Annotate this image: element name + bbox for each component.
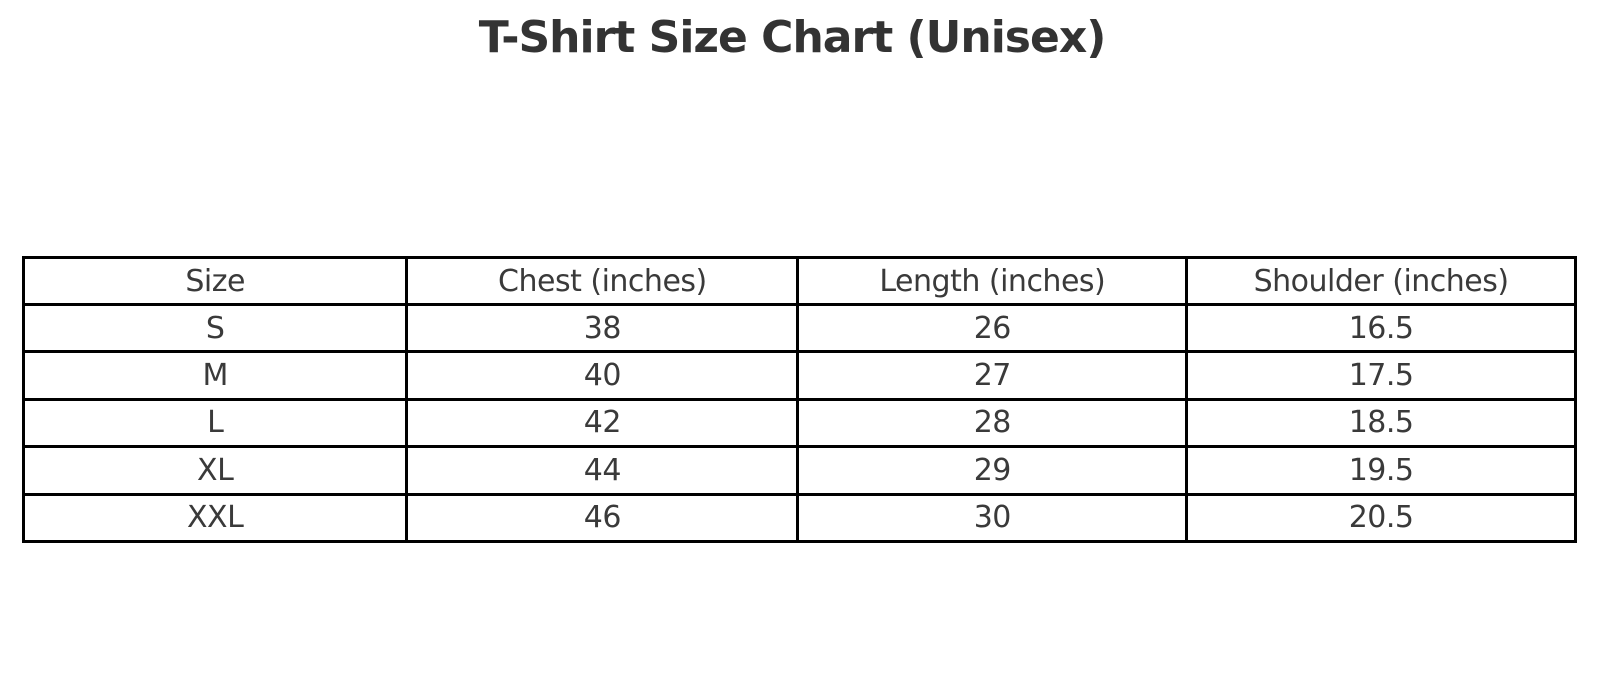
table-cell-length: 30 <box>796 492 1189 544</box>
page-title: T-Shirt Size Chart (Unisex) <box>478 12 1107 63</box>
table-cell-length: 29 <box>796 445 1189 496</box>
table-cell-shoulder: 20.5 <box>1185 492 1577 544</box>
table-cell-size: XL <box>21 445 409 496</box>
table-cell-size: M <box>21 350 409 401</box>
table-cell-size: S <box>21 302 409 354</box>
table-row: M 40 27 17.5 <box>21 350 1577 401</box>
table-cell-length: 27 <box>796 350 1189 401</box>
table-row: XL 44 29 19.5 <box>21 445 1577 496</box>
table-header-row: Size Chest (inches) Length (inches) Shou… <box>21 256 1577 306</box>
header-cell-chest: Chest (inches) <box>405 256 800 306</box>
table-cell-shoulder: 16.5 <box>1185 302 1577 354</box>
table-cell-chest: 42 <box>405 397 800 449</box>
table-cell-length: 28 <box>796 397 1189 449</box>
table-row: L 42 28 18.5 <box>21 397 1577 449</box>
header-cell-length: Length (inches) <box>796 256 1189 306</box>
table-cell-chest: 44 <box>405 445 800 496</box>
table-cell-chest: 40 <box>405 350 800 401</box>
table-row: XXL 46 30 20.5 <box>21 492 1577 544</box>
table-cell-shoulder: 17.5 <box>1185 350 1577 401</box>
table-cell-chest: 38 <box>405 302 800 354</box>
header-cell-size: Size <box>21 256 409 306</box>
table-cell-size: XXL <box>21 492 409 544</box>
table-cell-length: 26 <box>796 302 1189 354</box>
table-row: S 38 26 16.5 <box>21 302 1577 354</box>
header-cell-shoulder: Shoulder (inches) <box>1185 256 1577 306</box>
table-cell-chest: 46 <box>405 492 800 544</box>
table-cell-size: L <box>21 397 409 449</box>
size-chart-table: Size Chest (inches) Length (inches) Shou… <box>21 256 1577 544</box>
table-cell-shoulder: 18.5 <box>1185 397 1577 449</box>
table-cell-shoulder: 19.5 <box>1185 445 1577 496</box>
